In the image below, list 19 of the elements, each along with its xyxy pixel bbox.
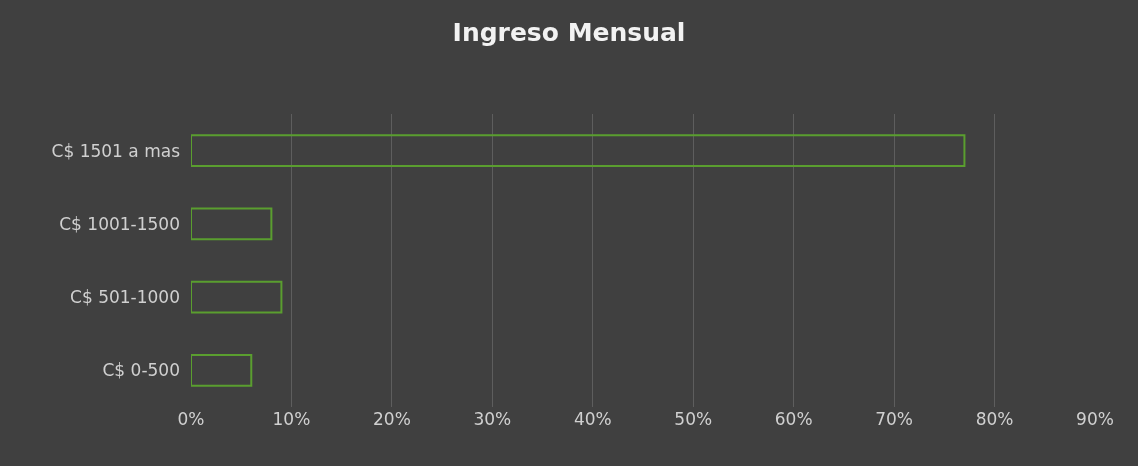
chart-title: Ingreso Mensual <box>452 18 686 48</box>
bar <box>191 207 273 241</box>
y-tick-label: C$ 1501 a mas <box>51 140 181 161</box>
x-tick-label: 40% <box>573 409 612 429</box>
bar <box>191 280 283 314</box>
bar <box>191 353 253 387</box>
x-tick-label: 60% <box>774 409 813 429</box>
x-tick-label: 10% <box>272 409 311 429</box>
x-tick-label: 50% <box>674 409 713 429</box>
x-tick-label: 70% <box>875 409 914 429</box>
y-tick-label: C$ 0-500 <box>102 360 180 381</box>
x-tick-label: 80% <box>975 409 1014 429</box>
y-tick-label: C$ 501-1000 <box>70 287 180 308</box>
x-tick-label: 30% <box>473 409 512 429</box>
x-tick-label: 20% <box>372 409 411 429</box>
bar <box>191 134 966 168</box>
x-tick-label: 90% <box>1076 409 1114 429</box>
y-tick-label: C$ 1001-1500 <box>59 213 180 234</box>
x-tick-label: 0% <box>177 409 205 429</box>
